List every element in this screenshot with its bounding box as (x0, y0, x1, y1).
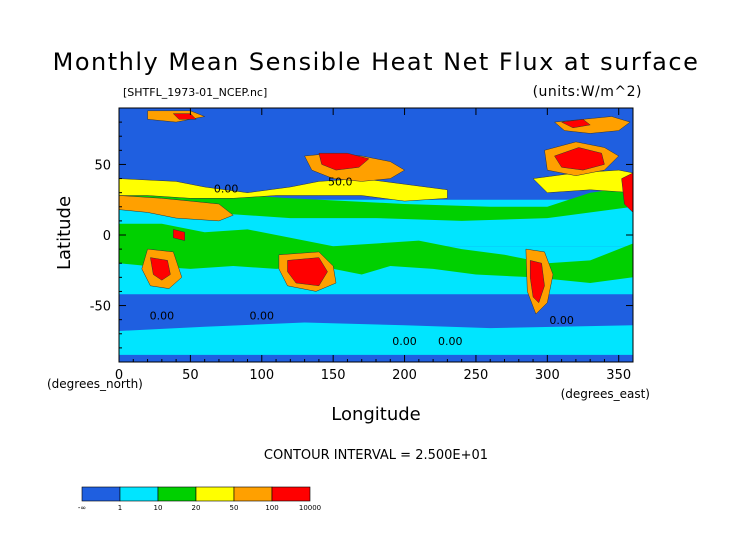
x-tick-label: 300 (535, 368, 560, 383)
flux-region-level-5 (621, 172, 633, 213)
contour-interval-label: CONTOUR INTERVAL = 2.500E+01 (264, 448, 488, 463)
y-axis-title: Latitude (54, 196, 75, 270)
y-tick-label: 0 (103, 229, 111, 244)
x-tick-label: 350 (606, 368, 631, 383)
colorbar-label: 10000 (299, 504, 321, 512)
x-tick-label: 50 (182, 368, 199, 383)
y-tick-label: 50 (94, 158, 111, 173)
colorbar-swatch (195, 486, 235, 502)
y-axis: 50 0 -50 (90, 121, 633, 349)
flux-region-level-5 (554, 147, 605, 171)
colorbar-label: 10 (154, 504, 163, 512)
flux-region-level-5 (560, 119, 591, 129)
flux-region-level-5 (172, 113, 197, 120)
x-tick-label: 0 (115, 368, 123, 383)
flux-region-level-5 (529, 260, 545, 304)
dataset-label: [SHTFL_1973-01_NCEP.nc] (123, 86, 267, 99)
flux-field: 50.0 0.00 0.00 0.00 0.00 0.00 0.00 (119, 108, 633, 362)
contour-label: 0.00 (438, 335, 463, 348)
colorbar-swatch (119, 486, 159, 502)
contour-label: 0.00 (549, 314, 574, 327)
flux-region-level-5 (287, 257, 328, 287)
contour-label: 0.00 (150, 310, 175, 323)
contour-label: 50.0 (328, 176, 353, 189)
x-axis-title: Longitude (331, 404, 421, 425)
plot-area: 50.0 0.00 0.00 0.00 0.00 0.00 0.00 (118, 107, 634, 363)
flux-region-level-1 (119, 322, 633, 355)
flux-region-level-5 (318, 152, 370, 171)
x-tick-label: 200 (392, 368, 417, 383)
chart-title: Monthly Mean Sensible Heat Net Flux at s… (53, 48, 700, 76)
contour-label: 0.00 (250, 310, 275, 323)
contour-label: 0.00 (392, 335, 417, 348)
flux-region-level-2 (119, 223, 633, 283)
flux-region-level-5 (173, 229, 185, 241)
flux-region-level-3 (119, 178, 448, 202)
flux-region-level-4 (119, 195, 234, 222)
colorbar-swatch (271, 486, 311, 502)
x-axis: 0 50 100 150 200 250 300 350 (115, 108, 631, 383)
colorbar-label: 100 (265, 504, 278, 512)
contour-label: 0.00 (214, 183, 239, 196)
y-tick-label: -50 (90, 300, 111, 315)
y-unit-note: (degrees_north) (47, 377, 143, 391)
units-label: (units:W/m^2) (533, 84, 642, 100)
colorbar: -∞ 1 10 20 50 100 10000 (78, 486, 321, 512)
flux-region-level-2 (119, 187, 633, 221)
flux-region-level-5 (150, 257, 171, 281)
colorbar-swatch (81, 486, 121, 502)
colorbar-label: 1 (118, 504, 122, 512)
colorbar-label: 20 (192, 504, 201, 512)
colorbar-swatch (157, 486, 197, 502)
x-tick-label: 100 (249, 368, 274, 383)
colorbar-label: 50 (230, 504, 239, 512)
x-tick-label: 150 (321, 368, 346, 383)
colorbar-label: -∞ (78, 504, 86, 512)
colorbar-swatch (233, 486, 273, 502)
x-tick-label: 250 (464, 368, 489, 383)
x-unit-note: (degrees_east) (561, 387, 650, 401)
